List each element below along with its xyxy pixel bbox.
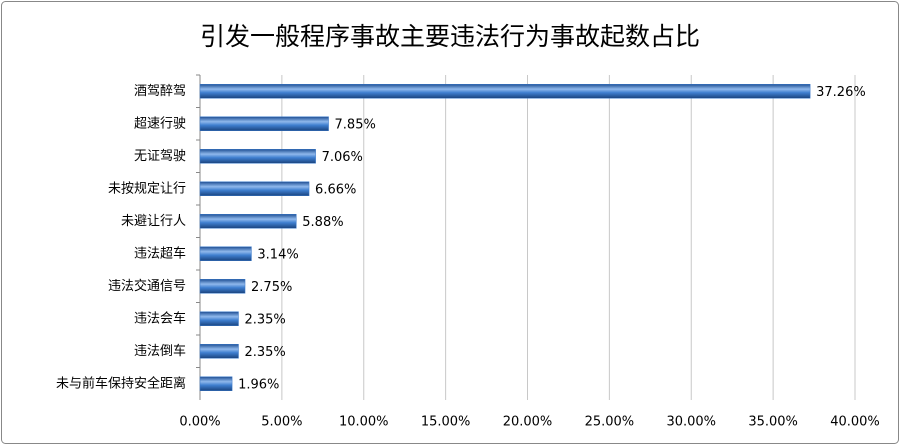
x-tick-label: 25.00% (585, 415, 635, 430)
data-label: 2.35% (244, 345, 285, 360)
x-tick-label: 30.00% (666, 415, 716, 430)
x-tick-label: 0.00% (179, 415, 220, 430)
bar (199, 84, 811, 99)
bar (199, 246, 252, 261)
x-tick-label: 5.00% (261, 415, 302, 430)
data-label: 1.96% (238, 377, 279, 392)
y-tick-label: 超速行驶 (134, 116, 186, 131)
y-tick-label: 违法会车 (134, 310, 186, 326)
y-tick-label: 酒驾醉驾 (134, 83, 186, 99)
y-tick-label: 违法倒车 (134, 343, 186, 359)
bar (199, 279, 246, 294)
chart-title: 引发一般程序事故主要违法行为事故起数占比 (200, 22, 700, 51)
data-label: 2.75% (251, 280, 292, 295)
x-tick-label: 15.00% (421, 415, 471, 430)
y-tick-label: 无证驾驶 (134, 149, 186, 164)
y-tick-label: 未与前车保持安全距离 (56, 375, 186, 391)
y-tick-label: 违法交通信号 (108, 278, 186, 294)
x-tick-label: 40.00% (830, 415, 880, 430)
bar (199, 149, 316, 164)
y-tick-label: 未避让行人 (121, 214, 186, 229)
data-label: 37.26% (816, 85, 866, 100)
data-label: 6.66% (315, 182, 356, 197)
bar (199, 214, 297, 229)
y-tick-label: 违法超车 (134, 245, 186, 261)
x-tick-label: 20.00% (503, 415, 553, 430)
data-label: 3.14% (257, 247, 298, 262)
data-label: 2.35% (244, 312, 285, 327)
bar (199, 181, 310, 196)
x-tick-label: 35.00% (748, 415, 798, 430)
bar (199, 376, 233, 391)
bar (199, 116, 329, 131)
y-tick-label: 未按规定让行 (108, 181, 186, 196)
bar (199, 344, 239, 359)
data-label: 5.88% (302, 215, 343, 230)
data-label: 7.06% (322, 150, 363, 165)
data-label: 7.85% (335, 117, 376, 132)
x-tick-label: 10.00% (339, 415, 389, 430)
bar (199, 311, 239, 326)
